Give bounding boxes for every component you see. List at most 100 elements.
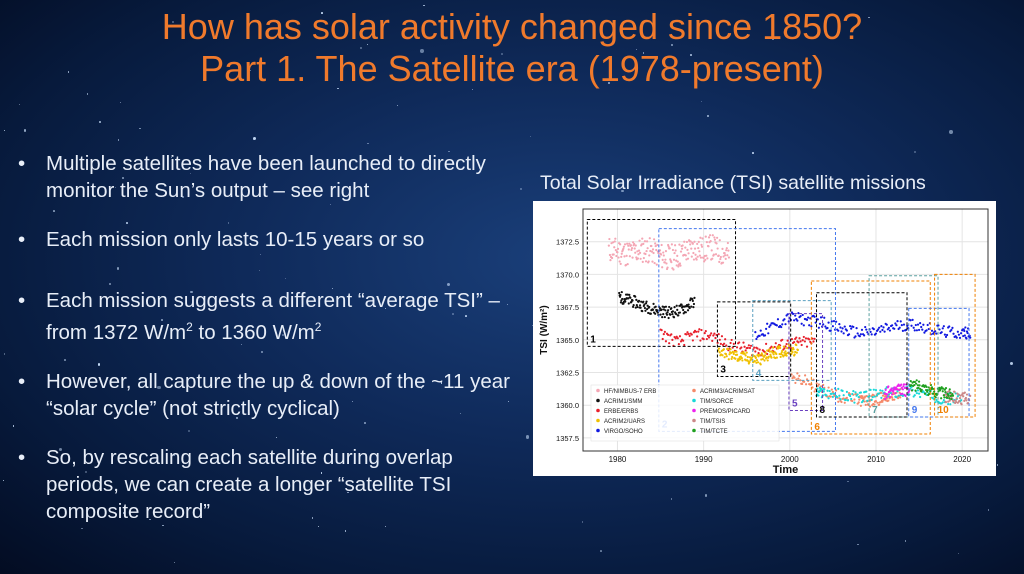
data-point — [849, 324, 852, 328]
data-point — [770, 345, 773, 348]
data-point — [627, 248, 630, 251]
data-point — [910, 384, 913, 387]
data-point — [699, 256, 703, 259]
star-dot — [301, 461, 303, 464]
data-point — [800, 322, 803, 325]
data-point — [864, 325, 867, 329]
star-dot — [116, 267, 120, 270]
bullet-dot-icon: • — [18, 445, 26, 469]
data-point — [684, 311, 687, 314]
data-point — [704, 329, 707, 333]
data-point — [856, 332, 859, 335]
data-point — [731, 346, 734, 349]
data-point — [634, 295, 637, 298]
data-point — [888, 390, 891, 393]
star-dot — [97, 363, 101, 366]
data-point — [873, 403, 876, 406]
data-point — [628, 255, 631, 258]
data-point — [729, 348, 732, 351]
data-point — [660, 308, 663, 311]
data-point — [718, 338, 721, 341]
data-point — [771, 351, 774, 354]
data-point — [753, 360, 756, 363]
star-dot — [447, 282, 450, 286]
data-point — [958, 396, 962, 400]
star-dot — [227, 222, 230, 224]
data-point — [724, 257, 727, 260]
data-point — [651, 260, 654, 263]
star-dot — [441, 382, 443, 384]
data-point — [616, 247, 620, 250]
data-point — [798, 374, 801, 377]
data-point — [910, 324, 913, 327]
data-point — [838, 394, 841, 397]
mission-box-label: 10 — [938, 405, 950, 416]
data-point — [654, 312, 657, 315]
data-point — [622, 247, 625, 250]
data-point — [651, 308, 655, 311]
data-point — [948, 397, 951, 400]
data-point — [759, 329, 762, 332]
mission-box — [788, 313, 824, 411]
data-point — [828, 389, 831, 393]
data-point — [646, 304, 649, 307]
legend-marker — [596, 398, 600, 403]
bullet-text: However, all capture the up & down of th… — [46, 369, 511, 420]
data-point — [797, 377, 800, 380]
star-dot — [359, 46, 363, 50]
data-point — [748, 356, 752, 359]
data-point — [899, 320, 902, 323]
data-point — [801, 382, 804, 386]
data-point — [682, 308, 685, 312]
data-point — [686, 248, 689, 252]
star-dot — [301, 450, 304, 452]
data-point — [706, 257, 709, 260]
data-point — [923, 392, 927, 395]
data-point — [719, 342, 722, 345]
data-point — [693, 240, 696, 243]
data-point — [799, 315, 802, 318]
data-point — [901, 392, 904, 395]
data-point — [929, 390, 932, 393]
data-point — [894, 392, 897, 395]
data-point — [757, 352, 760, 355]
data-point — [660, 329, 663, 332]
data-point — [739, 358, 742, 361]
data-point — [785, 342, 788, 346]
data-point — [765, 327, 768, 330]
data-point — [758, 348, 761, 351]
data-point — [789, 346, 792, 350]
data-point — [869, 388, 872, 391]
data-point — [758, 334, 761, 337]
star-dot — [321, 12, 323, 14]
data-point — [942, 394, 945, 397]
data-point — [945, 396, 949, 399]
data-point — [642, 242, 645, 245]
data-point — [705, 254, 708, 257]
data-point — [896, 390, 899, 393]
star-dot — [3, 353, 6, 355]
data-point — [887, 399, 890, 402]
data-point — [900, 386, 903, 389]
data-point — [888, 395, 892, 399]
star-dot — [258, 270, 260, 272]
data-point — [933, 390, 936, 393]
data-point — [826, 326, 829, 330]
data-point — [696, 255, 699, 258]
data-point — [755, 337, 758, 341]
star-dot — [957, 552, 959, 554]
data-point — [691, 242, 694, 245]
bullet-item: • So, by rescaling each satellite during… — [18, 444, 518, 525]
data-point — [935, 332, 938, 335]
data-point — [705, 240, 708, 244]
data-point — [709, 334, 712, 337]
bullet-item: • However, all capture the up & down of … — [18, 368, 518, 422]
data-point — [898, 326, 901, 329]
data-point — [872, 388, 875, 391]
star-dot — [346, 491, 349, 494]
data-point — [873, 395, 877, 398]
data-point — [937, 324, 940, 327]
data-point — [815, 382, 818, 385]
data-point — [608, 237, 611, 241]
data-point — [702, 256, 705, 260]
